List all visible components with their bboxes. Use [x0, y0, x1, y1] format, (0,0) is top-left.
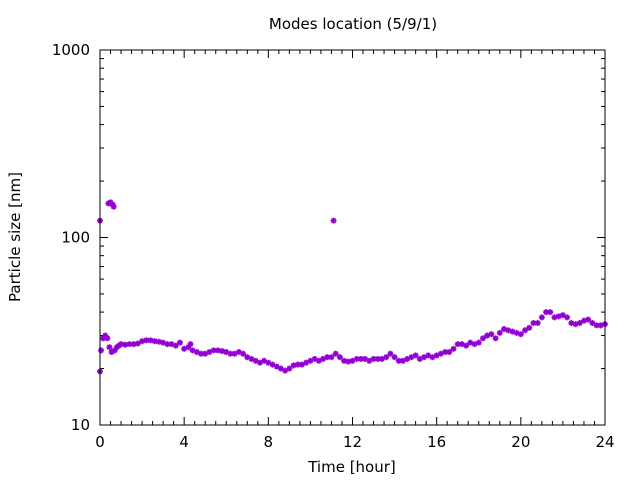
data-point — [328, 354, 335, 361]
x-tick-label: 0 — [95, 433, 105, 451]
data-point — [147, 337, 154, 344]
x-tick-label: 24 — [595, 433, 614, 451]
data-point — [336, 354, 343, 361]
data-point — [176, 339, 183, 346]
x-tick-label: 8 — [264, 433, 274, 451]
data-points — [97, 199, 608, 375]
y-axis-label: Particle size [nm] — [6, 172, 24, 302]
data-point — [160, 339, 167, 346]
data-point — [98, 347, 105, 354]
x-tick-label: 20 — [511, 433, 530, 451]
data-point — [522, 327, 529, 334]
data-point — [106, 344, 113, 351]
x-tick-label: 4 — [179, 433, 189, 451]
data-point — [547, 309, 554, 316]
data-point — [330, 217, 337, 224]
data-point — [488, 331, 495, 338]
data-point — [134, 340, 141, 347]
data-point — [534, 319, 541, 326]
data-point — [492, 335, 499, 342]
data-point — [538, 314, 545, 321]
data-point — [172, 342, 179, 349]
data-point — [345, 358, 352, 365]
data-point — [463, 342, 470, 349]
y-tick-label: 100 — [61, 229, 90, 247]
data-point — [395, 357, 402, 364]
y-tick-label: 1000 — [52, 41, 90, 59]
x-tick-labels: 0 4 8 12 16 20 24 — [95, 433, 614, 451]
data-point — [187, 341, 194, 348]
data-point — [412, 352, 419, 359]
data-point — [104, 335, 111, 342]
y-tick-labels: 10 100 1000 — [52, 41, 90, 434]
data-point — [589, 319, 596, 326]
data-point — [219, 348, 226, 355]
data-point — [252, 357, 259, 364]
data-point — [585, 316, 592, 323]
data-point — [555, 313, 562, 320]
data-point — [543, 309, 550, 316]
data-point — [496, 329, 503, 336]
data-point — [576, 319, 583, 326]
data-point — [383, 354, 390, 361]
data-point — [391, 354, 398, 361]
data-point — [110, 203, 117, 210]
data-point — [475, 339, 482, 346]
data-point — [564, 314, 571, 321]
axis-ticks — [99, 49, 606, 426]
data-point — [332, 350, 339, 357]
data-point — [479, 335, 486, 342]
data-point — [387, 350, 394, 357]
data-point — [580, 317, 587, 324]
data-point — [374, 355, 381, 362]
data-point — [526, 324, 533, 331]
data-point — [240, 350, 247, 357]
x-tick-label: 12 — [343, 433, 362, 451]
data-point — [286, 365, 293, 372]
chart-title: Modes location (5/9/1) — [269, 15, 437, 33]
x-tick-label: 16 — [427, 433, 446, 451]
x-axis-label: Time [hour] — [307, 458, 396, 476]
data-point — [517, 331, 524, 338]
data-point — [450, 345, 457, 352]
y-tick-label: 10 — [71, 416, 90, 434]
plot-frame — [99, 49, 606, 426]
data-point — [446, 349, 453, 356]
